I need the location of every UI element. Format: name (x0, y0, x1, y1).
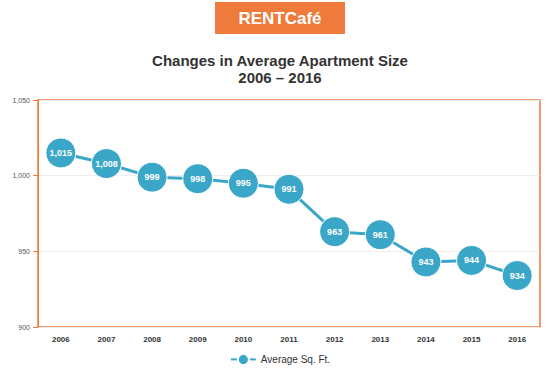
svg-text:1,050: 1,050 (12, 97, 30, 104)
svg-text:944: 944 (464, 255, 479, 265)
svg-text:1,000: 1,000 (12, 172, 30, 179)
svg-text:2009: 2009 (189, 335, 207, 344)
svg-text:998: 998 (190, 174, 205, 184)
svg-text:950: 950 (18, 248, 30, 255)
svg-text:Average Sq. Ft.: Average Sq. Ft. (261, 354, 330, 365)
svg-text:961: 961 (373, 230, 388, 240)
svg-text:2012: 2012 (326, 335, 344, 344)
svg-text:2008: 2008 (143, 335, 161, 344)
svg-text:999: 999 (145, 172, 160, 182)
svg-text:2007: 2007 (98, 335, 116, 344)
svg-text:2010: 2010 (234, 335, 252, 344)
svg-text:2014: 2014 (417, 335, 435, 344)
svg-text:1,008: 1,008 (95, 159, 118, 169)
svg-text:934: 934 (510, 271, 525, 281)
svg-text:995: 995 (236, 178, 251, 188)
svg-text:943: 943 (418, 257, 433, 267)
svg-text:900: 900 (18, 324, 30, 331)
svg-text:Changes in Average Apartment S: Changes in Average Apartment Size (152, 52, 408, 69)
svg-text:991: 991 (281, 184, 296, 194)
svg-text:2013: 2013 (371, 335, 389, 344)
svg-text:RENTCafé: RENTCafé (238, 9, 321, 28)
svg-text:963: 963 (327, 227, 342, 237)
svg-text:1,015: 1,015 (50, 148, 73, 158)
svg-text:2015: 2015 (463, 335, 481, 344)
svg-text:2006: 2006 (52, 335, 70, 344)
svg-text:2016: 2016 (508, 335, 526, 344)
svg-text:2011: 2011 (280, 335, 298, 344)
svg-text:2006 – 2016: 2006 – 2016 (238, 69, 321, 86)
